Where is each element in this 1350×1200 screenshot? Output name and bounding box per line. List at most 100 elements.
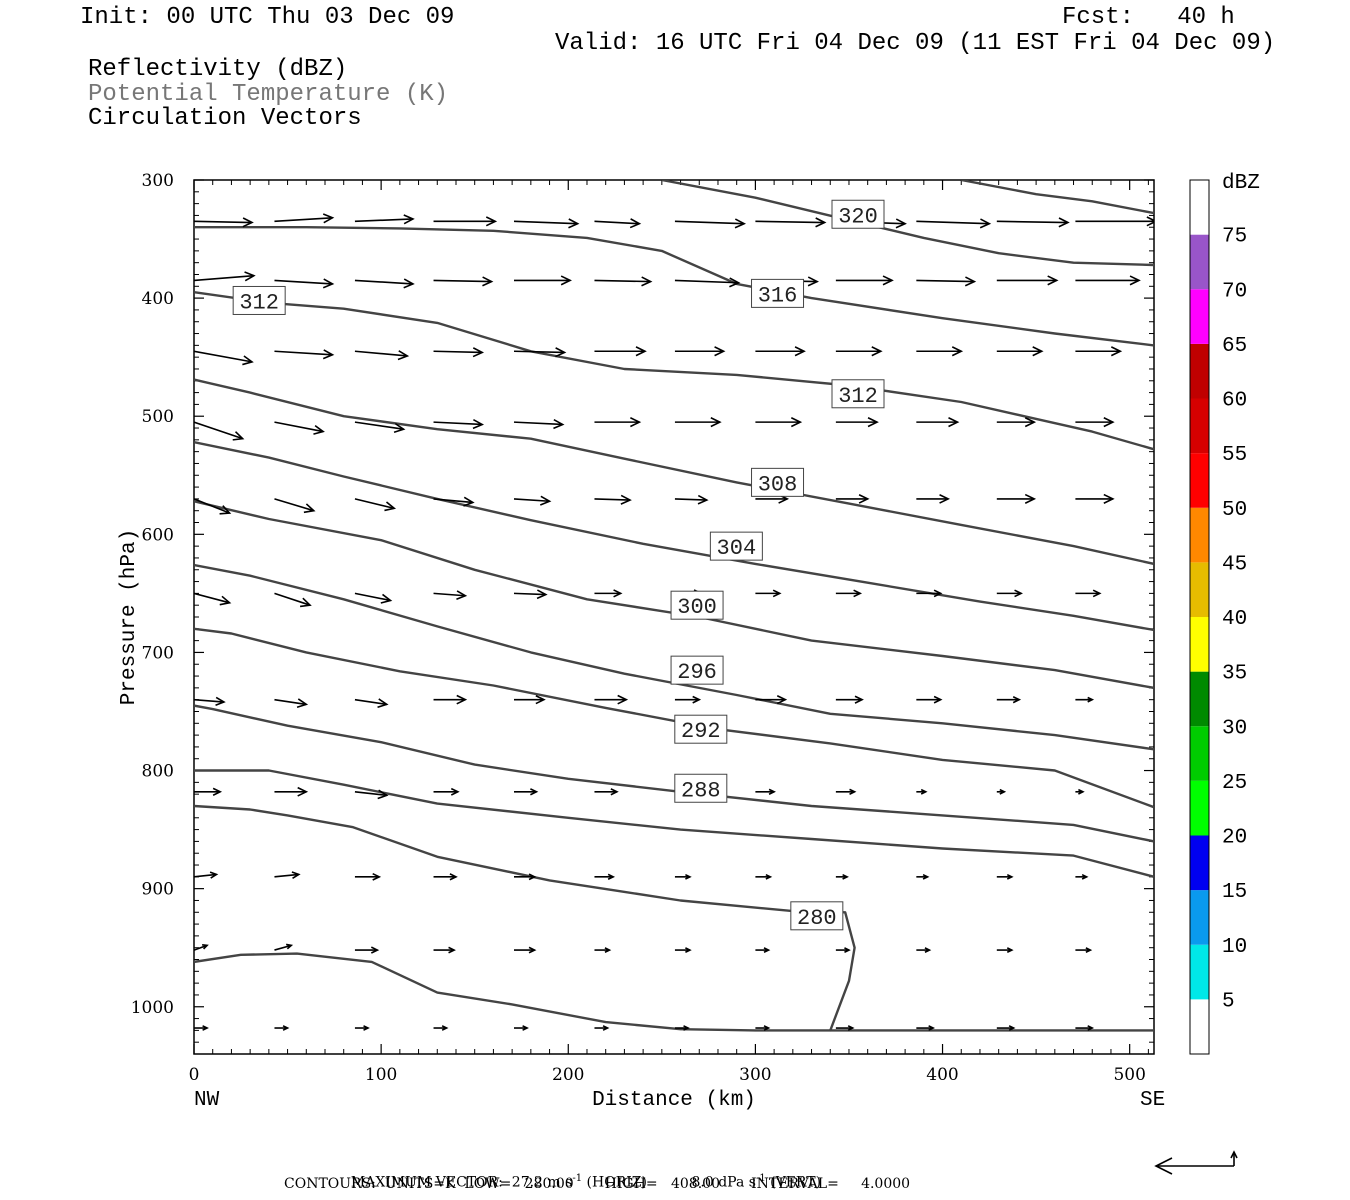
vector-head [393, 422, 406, 433]
vector-arrow [916, 1025, 936, 1031]
vector-arrow [916, 947, 932, 953]
vector-head [555, 347, 567, 358]
vector-arrow [514, 275, 572, 286]
vector-head [641, 276, 653, 287]
vector-arrow [916, 873, 930, 880]
colorbar-level-label: 45 [1222, 553, 1247, 576]
x-axis: 0 100 200 300 400 500 [189, 180, 1149, 1085]
x-tick-label: 200 [552, 1065, 584, 1085]
vector-head [370, 946, 380, 954]
vector-arrow [996, 788, 1007, 795]
colorbar-level-label: 15 [1222, 881, 1247, 904]
vector-head [1012, 696, 1022, 704]
vector-head [300, 597, 312, 608]
vector-head [202, 944, 209, 950]
vector-arrow [274, 943, 294, 951]
colorbar-swatch [1190, 671, 1209, 727]
vector-head [1058, 217, 1070, 228]
vector-head [528, 873, 537, 881]
vector-arrow [433, 347, 485, 358]
vector-head [847, 1025, 855, 1031]
max-vector-horiz-tag: (HORIZ) [586, 1174, 647, 1191]
vector-head [232, 431, 245, 441]
vector-head [242, 355, 254, 366]
vector-shaft [674, 498, 707, 501]
vector-arrow [433, 1025, 449, 1031]
vector-arrow [996, 873, 1014, 880]
vector-arrow [433, 216, 498, 227]
vector-head [536, 589, 548, 600]
vector-arrow [354, 421, 406, 433]
contour-label-box [670, 590, 724, 620]
contour-label-box [751, 278, 805, 308]
theta-contour-300 [194, 563, 1154, 751]
vector-arrow [194, 1025, 209, 1031]
vector-arrow [674, 695, 702, 704]
vector-arrow [194, 421, 245, 441]
colorbar-level-label: 30 [1222, 717, 1247, 740]
vector-arrow [674, 1025, 690, 1031]
circulation-vectors [194, 213, 1154, 1031]
vector-arrow [354, 946, 380, 954]
vector-head [1024, 493, 1037, 504]
vector-arrow [835, 873, 849, 880]
vector-shaft [274, 421, 324, 433]
max-vector-vert-tag: (VERT) [770, 1174, 822, 1191]
vector-head [530, 788, 539, 796]
vector-arrow [755, 1025, 771, 1031]
colorbar-swatch [1190, 180, 1209, 235]
vector-arrow [594, 417, 642, 428]
vector-arrow [433, 590, 468, 600]
theta-contour-288 [194, 769, 1154, 878]
vector-head [456, 590, 468, 600]
vector-arrow [1075, 788, 1085, 795]
vector-shaft [594, 498, 631, 501]
vector-head [867, 417, 879, 428]
vector-arrow [433, 694, 468, 705]
vector-shaft [513, 592, 546, 596]
vector-arrow [594, 1025, 610, 1031]
vector-arrow [755, 589, 782, 598]
y-tick-label: 700 [142, 643, 174, 663]
colorbar-level-label: 35 [1222, 663, 1247, 686]
vector-arrow [755, 417, 803, 428]
vector-arrow [755, 788, 776, 795]
vector-arrow [996, 275, 1059, 286]
vector-head [844, 947, 851, 953]
vector-head [1103, 493, 1115, 504]
theta-contour-304 [194, 500, 1154, 690]
vector-head [397, 350, 410, 361]
vector-head [604, 947, 612, 953]
dbz-colorbar: 5 10 15 20 25 30 35 40 45 50 55 60 65 70 75 [1189, 179, 1247, 1055]
vector-head [377, 789, 389, 800]
vector-head [322, 213, 335, 224]
vector-head [734, 218, 747, 229]
vector-head [685, 947, 692, 953]
vector-arrow [274, 871, 301, 879]
vector-arrow [594, 947, 612, 953]
vector-arrow [194, 217, 254, 228]
vector-head [613, 589, 623, 598]
theta-contour-296 [194, 627, 1154, 809]
vector-head [568, 218, 580, 229]
vector-head [219, 505, 232, 515]
vector-head [1081, 873, 1089, 880]
vector-arrow [916, 788, 928, 795]
vector-head [849, 788, 857, 795]
colorbar-swatch [1190, 944, 1209, 1000]
vector-arrow [996, 217, 1070, 228]
vector-arrow [1075, 696, 1095, 703]
vector-head [1078, 788, 1085, 795]
vector-head [629, 218, 642, 229]
vector-arrow [835, 695, 864, 704]
y-tick-label: 900 [142, 880, 174, 900]
vector-arrow [916, 346, 964, 357]
contour-label: 296 [677, 660, 717, 685]
vector-head [1032, 346, 1044, 357]
vector-arrow [755, 947, 771, 953]
vector-head [528, 946, 537, 954]
vector-arrow [996, 589, 1023, 598]
vector-head [463, 496, 475, 507]
vector-arrow [274, 1025, 290, 1031]
